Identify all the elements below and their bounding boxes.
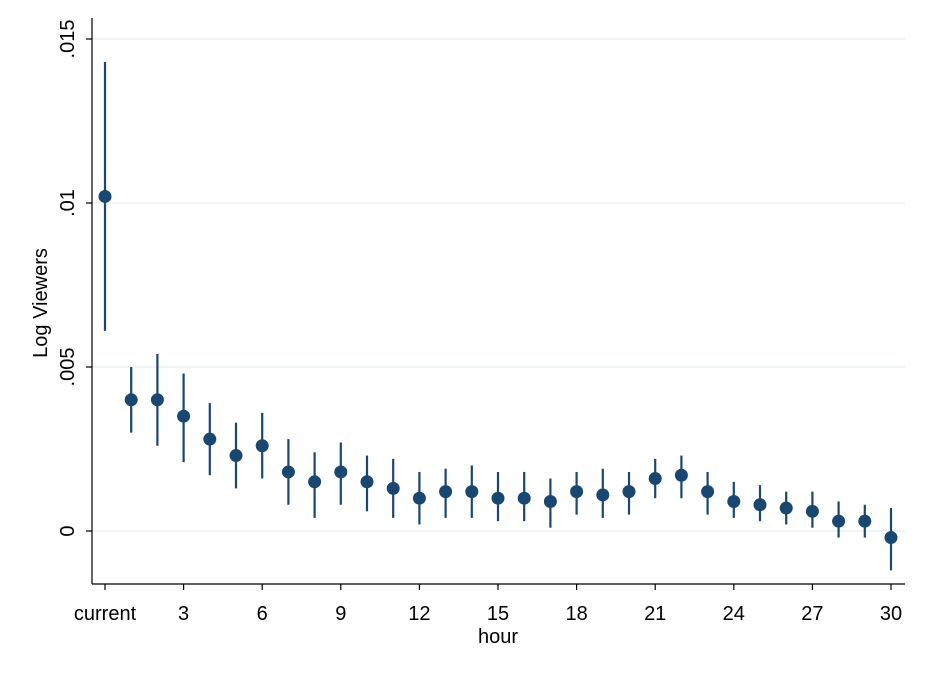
data-point [832, 514, 846, 528]
data-point [701, 485, 715, 499]
x-tick-label: 21 [644, 603, 666, 625]
data-point [517, 491, 531, 505]
data-point [308, 475, 322, 489]
y-tick-label: 0 [57, 525, 79, 536]
x-tick-label: 9 [335, 603, 346, 625]
data-point [622, 485, 636, 499]
x-tick-label: current [74, 603, 137, 625]
data-point [884, 531, 898, 545]
data-point [177, 409, 191, 423]
x-tick-label: 30 [880, 603, 902, 625]
y-tick-label: .01 [57, 189, 79, 217]
data-point [465, 485, 479, 499]
data-point [727, 494, 741, 508]
data-point [805, 504, 819, 518]
data-point [491, 491, 505, 505]
x-tick-label: 3 [178, 603, 189, 625]
data-point [281, 465, 295, 479]
data-point [858, 514, 872, 528]
data-point [255, 439, 269, 453]
x-tick-label: 15 [487, 603, 509, 625]
data-point [596, 488, 610, 502]
x-tick-label: 24 [723, 603, 745, 625]
x-axis-title: hour [478, 626, 518, 648]
data-point [674, 468, 688, 482]
x-tick-label: 27 [801, 603, 823, 625]
data-point [412, 491, 426, 505]
data-point [98, 189, 112, 203]
data-point [229, 449, 243, 463]
data-point [203, 432, 217, 446]
data-point [360, 475, 374, 489]
y-axis-title: Log Viewers [30, 248, 52, 358]
ticks: 0 .005 .01 .015 current 3 6 9 12 15 18 21 24 27 30 [57, 20, 902, 625]
grid-lines [92, 38, 905, 532]
data-point [150, 393, 164, 407]
data-point [124, 393, 138, 407]
data-point [543, 494, 557, 508]
y-tick-label: .015 [57, 20, 79, 59]
data-point [334, 465, 348, 479]
data-point [753, 498, 767, 512]
data-point [570, 485, 584, 499]
x-tick-label: 12 [408, 603, 430, 625]
data-marks [98, 61, 898, 571]
data-point [386, 481, 400, 495]
data-point [439, 485, 453, 499]
data-point [648, 472, 662, 486]
x-tick-label: 18 [565, 603, 587, 625]
data-point [779, 501, 793, 515]
y-tick-label: .005 [57, 348, 79, 387]
x-tick-label: 6 [257, 603, 268, 625]
